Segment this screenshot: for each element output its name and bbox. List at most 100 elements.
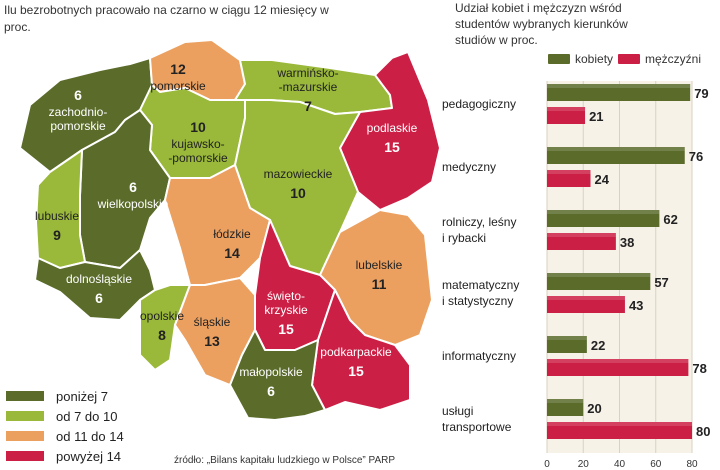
region-value: 11 xyxy=(372,276,387,292)
bar-highlight xyxy=(547,399,584,403)
bar-mężczyźni xyxy=(547,233,616,250)
chart-title: Udział kobiet i mężczyzn wśród studentów… xyxy=(455,1,628,47)
region-value: 6 xyxy=(74,87,82,103)
category-label: medyczny xyxy=(442,160,496,174)
x-tick-label: 40 xyxy=(614,459,626,470)
category-label: rolniczy, leśny i rybacki xyxy=(442,215,516,245)
region-value: 15 xyxy=(278,321,294,337)
bar-mężczyźni xyxy=(547,422,692,439)
bar-highlight xyxy=(547,336,587,340)
legend-label: od 7 do 10 xyxy=(56,408,118,424)
bar-highlight xyxy=(547,84,691,88)
map-legend: poniżej 7 od 7 do 10 od 11 do 14 powyżej… xyxy=(6,386,124,466)
region-name: wielkopolskie xyxy=(97,197,169,211)
category-label: informatyczny xyxy=(442,349,516,363)
bar-value-label: 57 xyxy=(654,275,668,290)
legend-item-below7: poniżej 7 xyxy=(6,386,124,406)
region-value: 7 xyxy=(304,98,312,114)
region-label-podlaskie: 15 podlaskie xyxy=(367,121,418,155)
legend-item-11to14: od 11 do 14 xyxy=(6,426,124,446)
x-tick-label: 60 xyxy=(650,459,662,470)
bar-kobiety xyxy=(547,210,660,227)
region-name: dolnośląskie xyxy=(66,272,132,286)
region-value: 15 xyxy=(348,363,364,379)
region-name: warmińsko--mazurskie xyxy=(276,66,338,94)
region-name: zachodnio-pomorskie xyxy=(49,105,108,133)
bar-mężczyźni xyxy=(547,170,591,187)
region-label-dolnośląskie: 6 dolnośląskie xyxy=(66,272,132,306)
bar-highlight xyxy=(547,170,591,174)
region-label-wielkopolskie: 6 wielkopolskie xyxy=(97,179,169,211)
region-value: 15 xyxy=(384,139,400,155)
region-label-śląskie: 13 śląskie xyxy=(194,315,231,349)
bar-highlight xyxy=(547,107,586,111)
legend-swatch-0 xyxy=(548,54,570,64)
legend-swatch xyxy=(6,411,44,421)
category-label: matematyczny i statystyczny xyxy=(442,278,519,308)
region-name: podkarpackie xyxy=(320,345,392,359)
category-label: usługi transportowe xyxy=(442,404,512,434)
bar-highlight xyxy=(547,296,625,300)
bar-kobiety xyxy=(547,399,584,416)
region-value: 13 xyxy=(204,333,220,349)
bar-highlight xyxy=(547,422,692,426)
region-value: 10 xyxy=(290,185,306,201)
region-label-pomorskie: 12 pomorskie xyxy=(150,61,206,93)
bar-value-label: 24 xyxy=(595,172,610,187)
x-tick-label: 0 xyxy=(544,459,550,470)
region-label-opolskie: 8 opolskie xyxy=(140,309,184,343)
region-label-małopolskie: 6 małopolskie xyxy=(239,365,303,399)
region-label-warmińsko-mazurskie: 7 warmińsko--mazurskie xyxy=(276,66,338,114)
bar-highlight xyxy=(547,233,616,237)
region-name: śląskie xyxy=(194,315,231,329)
region-value: 9 xyxy=(53,227,61,243)
region-name: podlaskie xyxy=(367,121,418,135)
region-name: małopolskie xyxy=(239,365,303,379)
legend-swatch xyxy=(6,431,44,441)
legend-label: poniżej 7 xyxy=(56,388,109,404)
region-value: 14 xyxy=(224,245,240,261)
region-value: 8 xyxy=(158,327,166,343)
bar-highlight xyxy=(547,147,685,151)
bar-kobiety xyxy=(547,273,651,290)
region-label-zachodnio-pomorskie: 6 zachodnio-pomorskie xyxy=(49,87,108,133)
bar-kobiety xyxy=(547,84,691,101)
region-label-świętokrzyskie: 15 święto-krzyskie xyxy=(264,289,308,337)
region-podlaskie xyxy=(339,51,440,211)
region-name: kujawsko--pomorskie xyxy=(168,137,228,165)
category-label: pedagogiczny xyxy=(442,97,516,111)
region-label-lubelskie: 11 lubelskie xyxy=(356,258,403,292)
region-value: 6 xyxy=(129,179,137,195)
bar-kobiety xyxy=(547,147,685,164)
legend-label: od 11 do 14 xyxy=(56,428,124,444)
legend-swatch xyxy=(6,451,44,461)
map-title: Ilu bezrobotnych pracowało na czarno w c… xyxy=(4,3,329,34)
region-name: opolskie xyxy=(140,309,184,323)
bar-highlight xyxy=(547,210,660,214)
region-name: łódzkie xyxy=(213,227,251,241)
region-label-łódzkie: 14 łódzkie xyxy=(213,227,251,261)
legend-label-0: kobiety xyxy=(575,52,613,66)
bar-kobiety xyxy=(547,336,587,353)
region-label-lubuskie: 9 lubuskie xyxy=(35,209,79,243)
gender-bar-chart: 0 20 40 60 80 kobiety mężczyźni pedagogiczny 79 2… xyxy=(442,52,710,470)
region-name: pomorskie xyxy=(150,79,206,93)
legend-swatch xyxy=(6,391,44,401)
legend-label: powyżej 14 xyxy=(56,448,122,464)
region-value: 6 xyxy=(267,383,275,399)
x-tick-label: 80 xyxy=(686,459,698,470)
legend-item-above14: powyżej 14 xyxy=(6,446,124,466)
bar-value-label: 21 xyxy=(589,109,603,124)
bar-highlight xyxy=(547,359,689,363)
bar-value-label: 78 xyxy=(692,361,706,376)
bar-mężczyźni xyxy=(547,107,586,124)
poland-regions-map: 6 zachodnio-pomorskie 12 pomorskie 7 warmińsk… xyxy=(19,39,440,421)
region-name: lubuskie xyxy=(35,209,79,223)
region-label-mazowieckie: 10 mazowieckie xyxy=(264,167,333,201)
legend-swatch-1 xyxy=(618,54,640,64)
bar-mężczyźni xyxy=(547,296,625,313)
region-małopolskie xyxy=(229,329,326,421)
source-note: źródło: „Bilans kapitału ludzkiego w Pol… xyxy=(174,455,396,466)
bar-mężczyźni xyxy=(547,359,689,376)
x-tick-label: 20 xyxy=(578,459,590,470)
